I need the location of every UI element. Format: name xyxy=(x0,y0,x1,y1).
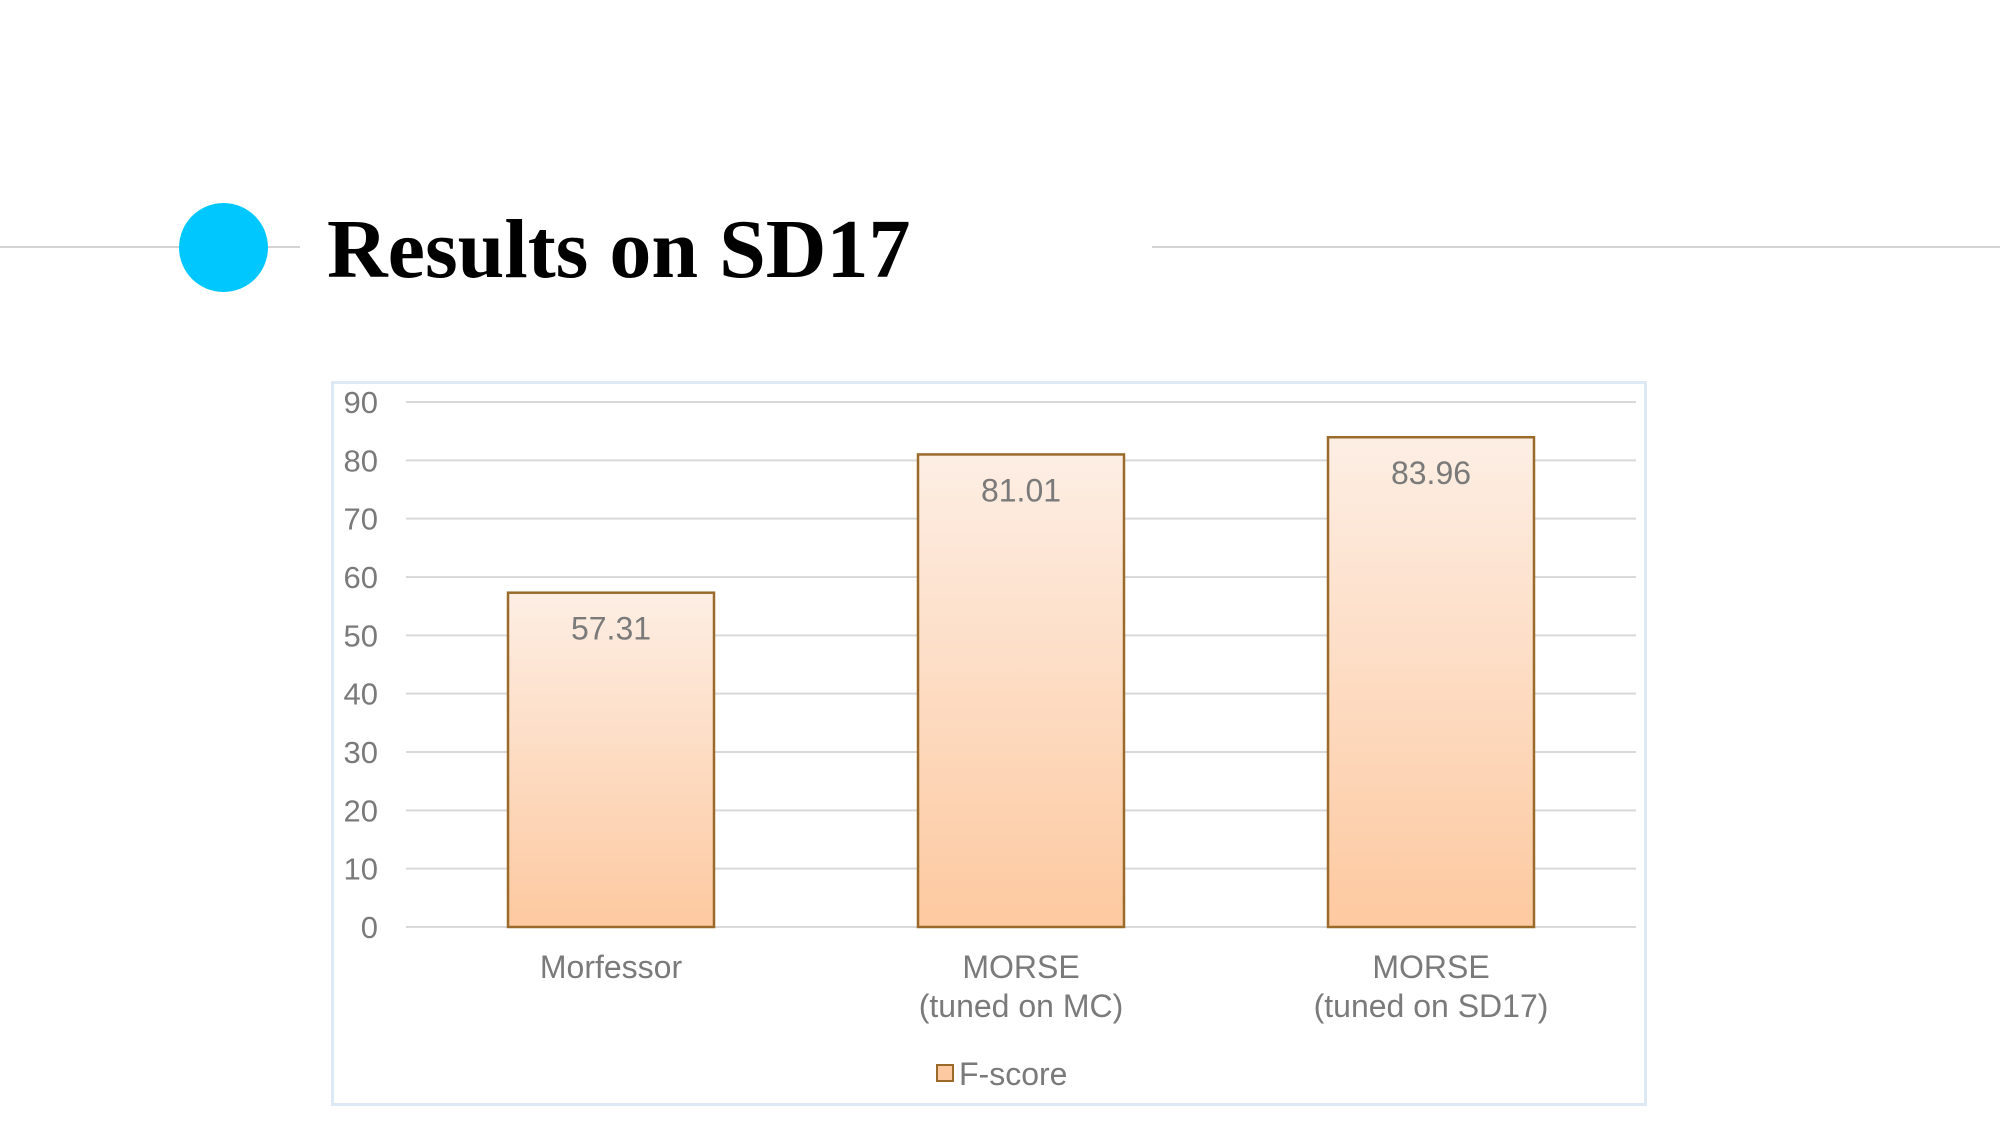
bar-chart: 0 10 20 30 40 50 60 70 80 90 57.31 81.01 83.96 Morf… xyxy=(344,385,1636,1092)
y-tick-label: 30 xyxy=(344,735,378,770)
data-label-2: 83.96 xyxy=(1391,455,1471,491)
bar-0 xyxy=(506,591,716,929)
y-tick-label: 90 xyxy=(344,385,378,420)
y-tick-label: 70 xyxy=(344,502,378,537)
category-label-1-0: MORSE xyxy=(962,949,1079,985)
y-tick-label: 40 xyxy=(344,677,378,712)
slide-title: Results on SD17 xyxy=(327,203,911,296)
y-tick-label: 20 xyxy=(344,793,378,828)
data-label-1: 81.01 xyxy=(981,472,1061,508)
category-label-2-1: (tuned on SD17) xyxy=(1314,988,1549,1024)
data-labels: 57.31 81.01 83.96 xyxy=(571,455,1471,646)
category-label-2-0: MORSE xyxy=(1372,949,1489,985)
y-axis-ticks: 0 10 20 30 40 50 60 70 80 90 xyxy=(344,385,378,945)
header-rule-right xyxy=(1152,246,2000,248)
y-tick-label: 50 xyxy=(344,618,378,653)
category-label-0-0: Morfessor xyxy=(540,949,683,985)
y-tick-label: 0 xyxy=(361,910,378,945)
data-label-0: 57.31 xyxy=(571,611,651,647)
legend-swatch xyxy=(936,1064,954,1082)
category-label-1-1: (tuned on MC) xyxy=(919,988,1124,1024)
bar-1 xyxy=(916,453,1126,929)
accent-circle xyxy=(179,203,268,292)
bar-2 xyxy=(1326,435,1536,929)
chart-frame xyxy=(331,381,1647,1106)
header-rule-left xyxy=(0,246,300,248)
legend-label: F-score xyxy=(959,1056,1067,1092)
bars xyxy=(506,435,1536,929)
y-tick-label: 10 xyxy=(344,852,378,887)
legend: F-score xyxy=(936,1056,1067,1092)
y-tick-label: 60 xyxy=(344,560,378,595)
y-tick-label: 80 xyxy=(344,443,378,478)
x-axis-categories: Morfessor MORSE(tuned on MC)MORSE(tuned o… xyxy=(540,949,1549,1024)
